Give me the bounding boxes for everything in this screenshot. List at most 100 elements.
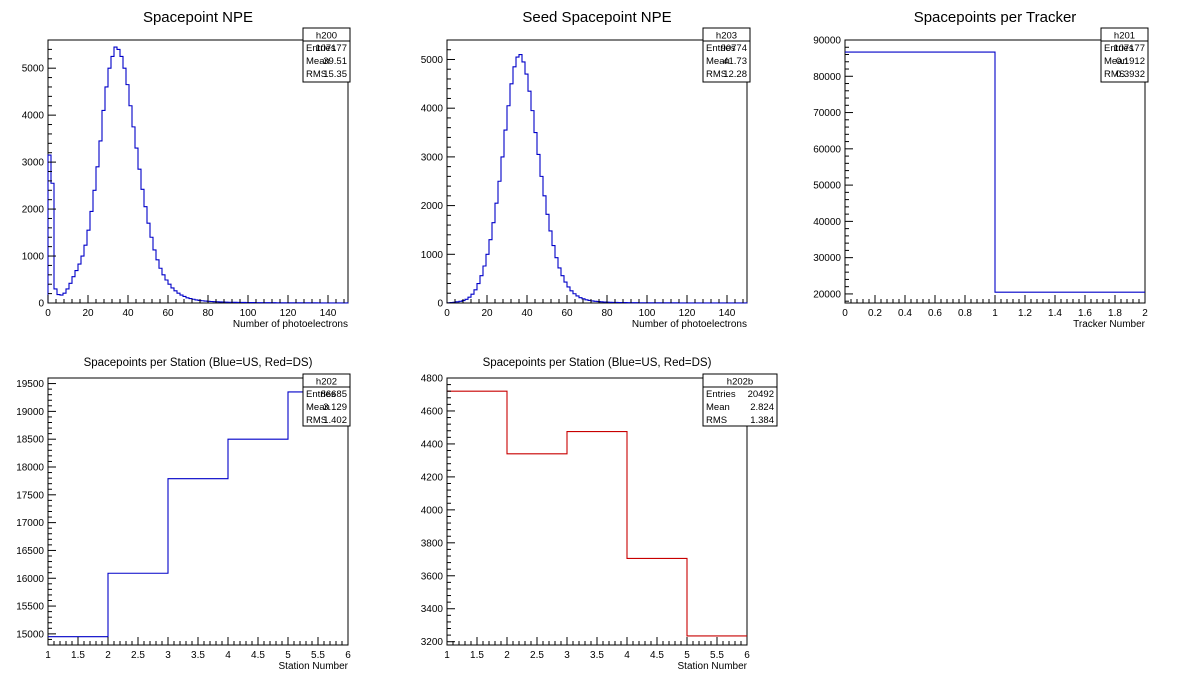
x-tick-label: 100 bbox=[639, 308, 656, 319]
y-tick-label: 30000 bbox=[813, 253, 841, 264]
y-tick-label: 4000 bbox=[421, 104, 444, 115]
x-axis-label: Station Number bbox=[678, 661, 748, 672]
y-tick-label: 4200 bbox=[421, 472, 444, 483]
stats-value: 39.51 bbox=[323, 56, 347, 67]
y-tick-label: 1000 bbox=[421, 250, 444, 261]
x-tick-label: 1 bbox=[992, 308, 998, 319]
x-tick-label: 4.5 bbox=[251, 650, 265, 661]
stats-key: RMS bbox=[306, 415, 327, 426]
x-tick-label: 2 bbox=[105, 650, 111, 661]
histogram-line bbox=[446, 54, 748, 304]
x-tick-label: 1 bbox=[444, 650, 450, 661]
stats-box-frame bbox=[702, 27, 751, 83]
x-tick-label: 5 bbox=[684, 650, 690, 661]
stats-value: 0.1912 bbox=[1116, 56, 1145, 67]
x-tick-label: 1.4 bbox=[1048, 308, 1062, 319]
chart-title: Spacepoints per Tracker bbox=[914, 9, 1077, 26]
stats-key: RMS bbox=[706, 69, 727, 80]
stats-value: 107177 bbox=[315, 43, 347, 54]
x-tick-label: 60 bbox=[561, 308, 573, 319]
stats-key: Entries bbox=[1104, 43, 1134, 54]
histogram-pad-h202: Spacepoints per Station (Blue=US, Red=DS… bbox=[16, 357, 351, 672]
x-tick-label: 6 bbox=[744, 650, 750, 661]
x-tick-label: 1.6 bbox=[1078, 308, 1092, 319]
stats-key: RMS bbox=[1104, 69, 1125, 80]
y-tick-label: 15000 bbox=[16, 629, 44, 640]
histogram-line bbox=[47, 46, 349, 304]
x-axis-label: Tracker Number bbox=[1073, 319, 1146, 330]
x-tick-label: 3 bbox=[165, 650, 171, 661]
stats-key: Mean bbox=[1104, 56, 1128, 67]
stats-key: Entries bbox=[706, 43, 736, 54]
x-tick-label: 80 bbox=[202, 308, 214, 319]
x-tick-label: 40 bbox=[521, 308, 533, 319]
x-tick-label: 5.5 bbox=[311, 650, 325, 661]
stats-key: Mean bbox=[306, 56, 330, 67]
x-axis-label: Number of photoelectrons bbox=[632, 319, 747, 330]
x-tick-label: 1.2 bbox=[1018, 308, 1032, 319]
y-tick-label: 17500 bbox=[16, 490, 44, 501]
x-tick-label: 0 bbox=[842, 308, 848, 319]
x-tick-label: 20 bbox=[82, 308, 94, 319]
stats-name: h202 bbox=[316, 377, 337, 388]
stats-value: 107177 bbox=[1113, 43, 1145, 54]
x-tick-label: 140 bbox=[719, 308, 736, 319]
x-tick-label: 0 bbox=[45, 308, 51, 319]
stats-value: 12.28 bbox=[723, 69, 747, 80]
stats-key: RMS bbox=[306, 69, 327, 80]
chart-title: Seed Spacepoint NPE bbox=[522, 9, 671, 26]
y-tick-label: 60000 bbox=[813, 144, 841, 155]
stats-key: Entries bbox=[306, 389, 336, 400]
y-tick-label: 0 bbox=[38, 299, 44, 310]
stats-key: Mean bbox=[306, 402, 330, 413]
stats-value: 90774 bbox=[721, 43, 747, 54]
stats-value: 2.824 bbox=[750, 402, 774, 413]
y-tick-label: 3000 bbox=[421, 152, 444, 163]
y-tick-label: 15500 bbox=[16, 602, 44, 613]
x-tick-label: 4 bbox=[225, 650, 231, 661]
stats-value: 41.73 bbox=[723, 56, 747, 67]
plot-frame bbox=[446, 39, 748, 304]
x-tick-label: 3.5 bbox=[191, 650, 205, 661]
y-tick-label: 19000 bbox=[16, 407, 44, 418]
x-tick-label: 3 bbox=[564, 650, 570, 661]
x-tick-label: 20 bbox=[481, 308, 493, 319]
plot-frame bbox=[446, 377, 748, 646]
x-tick-label: 6 bbox=[345, 650, 351, 661]
y-tick-label: 3800 bbox=[421, 538, 444, 549]
y-tick-label: 3000 bbox=[22, 158, 45, 169]
stats-box-frame bbox=[1100, 27, 1149, 83]
stats-value: 86685 bbox=[321, 389, 347, 400]
stats-key: RMS bbox=[706, 415, 727, 426]
y-tick-label: 17000 bbox=[16, 518, 44, 529]
stats-name: h203 bbox=[716, 31, 737, 42]
y-tick-label: 80000 bbox=[813, 72, 841, 83]
x-tick-label: 5 bbox=[285, 650, 291, 661]
stats-value: 20492 bbox=[748, 389, 774, 400]
y-tick-label: 40000 bbox=[813, 217, 841, 228]
y-tick-label: 2000 bbox=[421, 201, 444, 212]
stats-key: Entries bbox=[306, 43, 336, 54]
x-axis-label: Station Number bbox=[279, 661, 349, 672]
y-tick-label: 4800 bbox=[421, 374, 444, 385]
x-tick-label: 140 bbox=[320, 308, 337, 319]
x-tick-label: 1.5 bbox=[71, 650, 85, 661]
chart-title: Spacepoint NPE bbox=[143, 9, 253, 26]
x-tick-label: 0.8 bbox=[958, 308, 972, 319]
y-tick-label: 4000 bbox=[22, 111, 45, 122]
x-tick-label: 60 bbox=[162, 308, 174, 319]
y-tick-label: 2000 bbox=[22, 205, 45, 216]
x-tick-label: 1 bbox=[45, 650, 51, 661]
x-tick-label: 1.5 bbox=[470, 650, 484, 661]
stats-key: Mean bbox=[706, 56, 730, 67]
x-tick-label: 4.5 bbox=[650, 650, 664, 661]
y-tick-label: 18500 bbox=[16, 435, 44, 446]
x-tick-label: 0.2 bbox=[868, 308, 882, 319]
y-tick-label: 90000 bbox=[813, 36, 841, 47]
y-tick-label: 20000 bbox=[813, 289, 841, 300]
x-axis-label: Number of photoelectrons bbox=[233, 319, 348, 330]
x-tick-label: 80 bbox=[601, 308, 613, 319]
